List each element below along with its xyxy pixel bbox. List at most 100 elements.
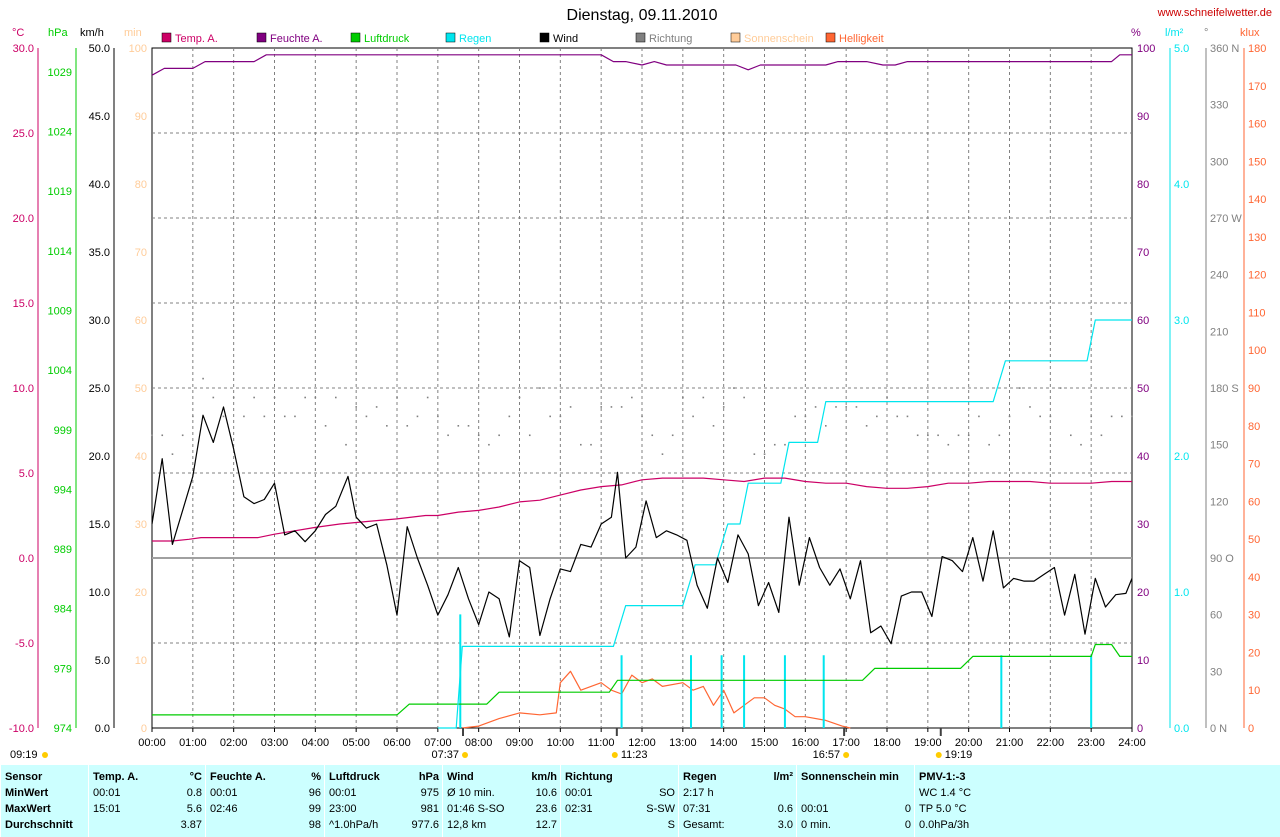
footer-cell-label: TP 5.0 °C bbox=[919, 803, 967, 815]
footer-section-title: Temp. A. bbox=[93, 771, 139, 783]
sunshine-axis-tick-label: 60 bbox=[135, 315, 147, 327]
legend: Temp. A. Feuchte A. Luftdruck Regen Wind Rich… bbox=[161, 32, 884, 45]
time-tick-label: 16:00 bbox=[792, 737, 820, 749]
direction-point bbox=[1029, 406, 1031, 408]
footer-cell-label: 02:46 bbox=[210, 803, 238, 815]
temp-axis-tick-label: 5.0 bbox=[19, 468, 34, 480]
rain-axis-tick-label: 5.0 bbox=[1174, 43, 1189, 55]
temp-axis-unit: °C bbox=[12, 27, 24, 39]
footer-cell-label: 01:46 S-SO bbox=[447, 803, 505, 815]
footer-section-title: Wind bbox=[447, 771, 474, 783]
direction-axis-tick-label: 120 bbox=[1210, 496, 1228, 508]
direction-point bbox=[355, 406, 358, 408]
sunshine-axis-tick-label: 30 bbox=[135, 519, 147, 531]
footer-cell-label: Gesamt: bbox=[683, 819, 725, 831]
direction-point bbox=[1080, 443, 1082, 446]
wind-axis-tick-label: 0.0 bbox=[95, 723, 110, 735]
footer-cell-value: 0.6 bbox=[777, 803, 793, 815]
footer-cell-value: 981 bbox=[420, 803, 439, 815]
brightness-axis-tick-label: 40 bbox=[1248, 572, 1260, 584]
direction-point bbox=[988, 443, 990, 446]
footer-cell-value: S-SW bbox=[646, 803, 675, 815]
pressure-axis-tick-label: 1014 bbox=[48, 246, 72, 258]
footer-row-label: Sensor bbox=[5, 771, 43, 783]
time-tick-label: 06:00 bbox=[383, 737, 411, 749]
wind-axis-tick-label: 10.0 bbox=[89, 587, 110, 599]
grid bbox=[152, 48, 1132, 728]
temp-axis-tick-label: -10.0 bbox=[9, 723, 34, 735]
solar-noon-label: 11:23 bbox=[621, 749, 648, 761]
sunshine-axis-unit: min bbox=[124, 27, 142, 39]
website-link[interactable]: www.schneifelwetter.de bbox=[1157, 7, 1272, 19]
direction-point bbox=[406, 425, 409, 427]
direction-point bbox=[814, 406, 817, 408]
humidity-axis-unit: % bbox=[1131, 27, 1141, 39]
humidity-axis-tick-label: 80 bbox=[1137, 179, 1149, 191]
footer-cell-label: 00:01 bbox=[210, 787, 238, 799]
direction-point bbox=[1008, 415, 1011, 418]
time-tick-label: 01:00 bbox=[179, 737, 207, 749]
direction-point bbox=[947, 443, 950, 446]
footer-cell-label: 00:01 bbox=[565, 787, 593, 799]
humidity-axis-tick-label: 0 bbox=[1137, 723, 1143, 735]
footer-cell-value: SO bbox=[659, 787, 675, 799]
weather-chart: Dienstag, 09.11.2010 www.schneifelwetter… bbox=[8, 7, 1272, 761]
direction-point bbox=[345, 443, 347, 446]
direction-point bbox=[232, 396, 235, 399]
series-layer bbox=[151, 54, 1133, 729]
solar-noon-sun-icon bbox=[611, 752, 618, 758]
direction-point bbox=[569, 406, 572, 408]
direction-axis-tick-label: 150 bbox=[1210, 440, 1228, 452]
time-tick-label: 03:00 bbox=[261, 737, 289, 749]
footer-cell-value: 96 bbox=[308, 787, 321, 799]
footer-section: Wind km/h Ø 10 min. 10.6 01:46 S-SO 23.6 12,8 … bbox=[442, 765, 561, 837]
footer-cell-label: 00:01 bbox=[329, 787, 357, 799]
footer-section: Richtung 00:01 SO 02:31 S-SW S bbox=[560, 765, 679, 837]
direction-point bbox=[263, 415, 266, 418]
temp-axis-tick-label: 0.0 bbox=[19, 553, 34, 565]
footer-cell-value: 0 bbox=[904, 819, 911, 831]
sunshine-axis-tick-label: 70 bbox=[135, 247, 147, 259]
sunshine-axis-tick-label: 20 bbox=[135, 587, 147, 599]
pressure-axis-tick-label: 984 bbox=[54, 604, 72, 616]
footer-section-unit: km/h bbox=[531, 771, 557, 783]
footer-cell-label: 07:31 bbox=[683, 803, 711, 815]
direction-axis-tick-label: 270 W bbox=[1210, 213, 1242, 225]
direction-point bbox=[671, 434, 674, 437]
brightness-axis-tick-label: 10 bbox=[1248, 685, 1260, 697]
nightfall-sun-icon bbox=[935, 752, 942, 758]
time-tick-label: 20:00 bbox=[955, 737, 983, 749]
footer-section-unit: °C bbox=[189, 771, 202, 783]
time-tick-label: 18:00 bbox=[873, 737, 901, 749]
direction-point bbox=[804, 415, 807, 418]
direction-point bbox=[171, 453, 174, 455]
direction-point bbox=[1018, 387, 1021, 389]
footer-cell-value: 3.0 bbox=[777, 819, 793, 831]
footer-section: Feuchte A.% 00:01 96 02:46 99 98 bbox=[205, 765, 325, 837]
footer-row-label: Durchschnitt bbox=[5, 819, 73, 831]
legend-label: Temp. A. bbox=[175, 33, 218, 45]
rain-axis-tick-label: 3.0 bbox=[1174, 315, 1189, 327]
footer-section: Sonnenschein min 00:01 0 0 min. 0 bbox=[796, 765, 915, 837]
brightness-axis-tick-label: 70 bbox=[1248, 459, 1260, 471]
direction-point bbox=[631, 396, 633, 399]
direction-point bbox=[477, 434, 480, 437]
brightness-axis-tick-label: 100 bbox=[1248, 345, 1266, 357]
helligkeit-line bbox=[462, 670, 851, 729]
footer-cell-label: 0.0hPa/3h bbox=[919, 819, 970, 831]
direction-point bbox=[733, 387, 735, 389]
direction-point bbox=[559, 415, 562, 418]
time-tick-label: 19:00 bbox=[914, 737, 942, 749]
legend-swatch bbox=[539, 32, 550, 43]
wind-axis-tick-label: 50.0 bbox=[89, 43, 110, 55]
footer-cell-value: S bbox=[667, 819, 675, 831]
time-tick-label: 04:00 bbox=[302, 737, 330, 749]
direction-point bbox=[876, 415, 878, 418]
wind-axis-tick-label: 30.0 bbox=[89, 315, 110, 327]
direction-point bbox=[998, 434, 1001, 437]
footer-section: Temp. A. °C 00:01 0.8 15:01 5.6 3.87 bbox=[88, 765, 206, 837]
footer-section-title: Luftdruck bbox=[329, 771, 380, 783]
time-tick-label: 23:00 bbox=[1077, 737, 1105, 749]
direction-point bbox=[294, 415, 296, 418]
direction-axis-tick-label: 240 bbox=[1210, 270, 1228, 282]
